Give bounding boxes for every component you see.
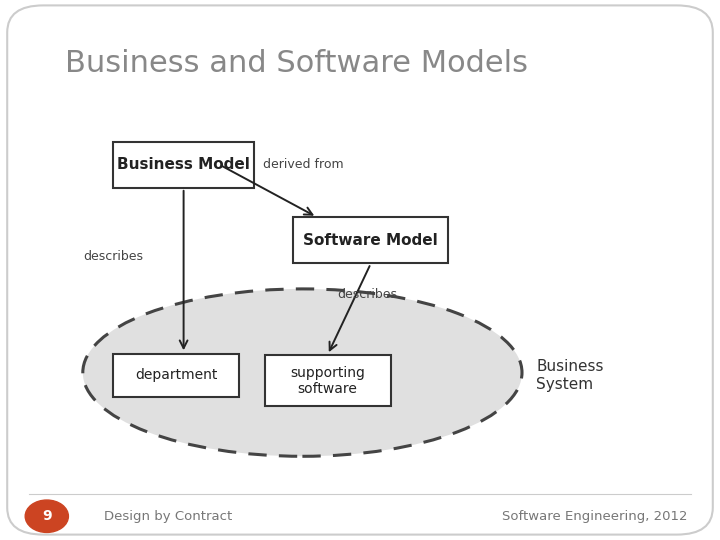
Text: describes: describes [337, 288, 397, 301]
FancyBboxPatch shape [114, 354, 239, 397]
Ellipse shape [83, 289, 522, 456]
Text: Business
System: Business System [536, 359, 604, 392]
FancyBboxPatch shape [265, 355, 390, 406]
Text: Business and Software Models: Business and Software Models [65, 49, 528, 78]
Text: Design by Contract: Design by Contract [104, 510, 233, 523]
FancyBboxPatch shape [294, 217, 448, 263]
FancyBboxPatch shape [114, 142, 254, 188]
Circle shape [25, 500, 68, 532]
Text: describes: describes [83, 250, 143, 263]
Text: Business Model: Business Model [117, 157, 250, 172]
Text: Software Model: Software Model [303, 233, 438, 248]
Text: department: department [135, 368, 217, 382]
Text: derived from: derived from [263, 158, 343, 171]
Text: Software Engineering, 2012: Software Engineering, 2012 [502, 510, 688, 523]
Text: 9: 9 [42, 509, 52, 523]
Text: supporting
software: supporting software [290, 366, 365, 396]
